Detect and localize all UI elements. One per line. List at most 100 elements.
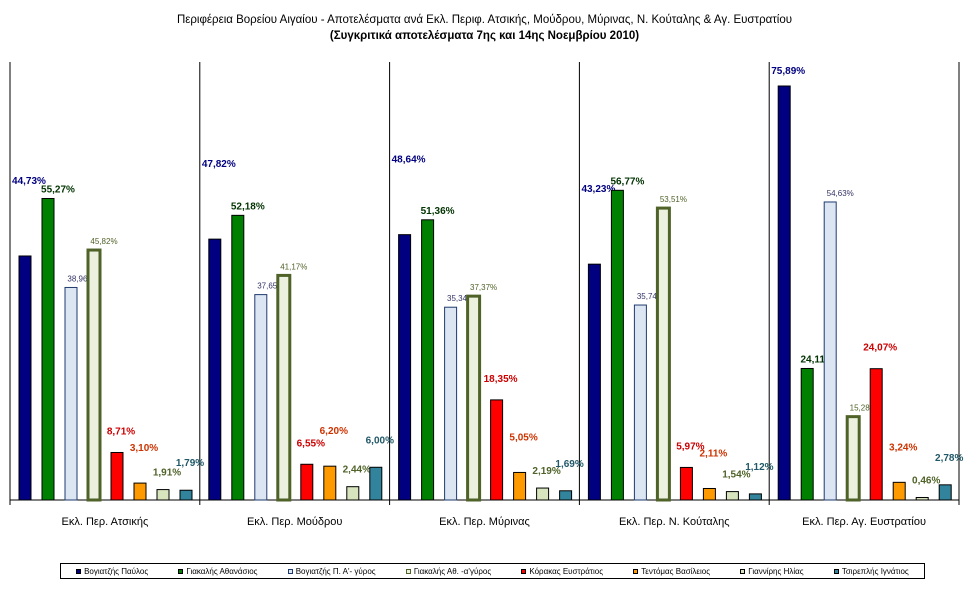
data-label: 1,12% [745,462,773,473]
bar [41,197,55,501]
data-label: 24,07% [863,343,897,354]
data-label: 6,55% [297,438,325,449]
data-label: 1,54% [722,470,750,481]
data-label: 6,00% [366,435,394,446]
data-label: 38,96% [67,274,94,283]
chart-title-line1: Περιφέρεια Βορείου Αιγαίου - Αποτελέσματ… [176,14,793,26]
data-label: 5,05% [509,432,537,443]
bar [231,214,245,501]
legend-item: Γιαννίρης Ηλίας [740,566,804,576]
legend-label: Γιακαλής Αθ. -α'γύρος [413,566,492,576]
legend-item: Τσιρεπλής Ιγνάτιος [833,567,909,576]
bar [725,491,739,501]
bar [179,489,193,501]
bar [208,238,222,501]
bar [254,294,268,501]
data-label: 15,28% [850,404,877,413]
data-label: 1,79% [176,458,204,469]
data-label: 52,18% [231,201,265,212]
data-label: 37,37% [470,283,497,292]
legend-swatch [740,568,746,574]
bar [346,486,360,501]
bar [845,415,861,502]
data-label: 24,11% [801,354,834,365]
legend-label: Τεντόμας Βασίλειος [641,566,711,576]
data-label: 35,74% [637,292,664,301]
data-label: 3,24% [889,442,917,453]
bar [156,489,170,501]
data-label: 2,11% [699,448,727,459]
bar [892,481,906,501]
bar [777,85,791,501]
legend-swatch [833,568,839,574]
bar [300,463,314,501]
legend-label: Γιαννίρης Ηλίας [748,566,804,576]
data-label: 0,46% [912,475,940,486]
category-label: Εκλ. Περ. Ατσικής [62,516,149,528]
bar [938,484,952,501]
legend-swatch [178,568,184,574]
legend-swatch [633,568,639,574]
bar [110,451,124,501]
bar [536,487,550,501]
data-label: 1,69% [555,459,583,470]
bar [64,286,78,501]
bar [633,304,647,501]
bar [398,234,412,501]
data-label: 44,73% [12,176,46,187]
legend-swatch [287,568,293,574]
legend-item: Βογιατζής Παύλος [76,567,148,576]
bar [702,487,716,501]
data-label: 54,63% [827,189,854,198]
data-label: 47,82% [202,159,236,170]
data-label: 8,71% [107,426,135,437]
data-label: 53,51% [660,195,687,204]
data-label: 43,23% [581,184,615,195]
bar [86,248,102,502]
legend-swatch [76,568,82,574]
legend-label: Βογιατζής Παύλος [84,566,149,576]
bar [323,465,337,501]
data-label: 1,91% [153,468,181,479]
legend-item: Κόρακας Ευστράτιος [521,567,603,576]
chart-legend: Βογιατζής Παύλος Γιακαλής Αθανάσιος Βογιατ… [60,563,925,579]
legend-item: Τεντόμας Βασίλειος [633,567,710,576]
chart-title-line2: (Συγκριτικά αποτελέσματα 7ης και 14ης Νο… [329,30,640,42]
data-label: 55,27% [41,184,75,195]
bar [655,206,671,502]
category-label: Εκλ. Περ. Ν. Κούταλης [619,516,730,528]
data-label: 2,19% [532,466,560,477]
bar [466,294,482,502]
bar [800,367,814,501]
data-label: 2,78% [935,453,963,464]
legend-item: Βογιατζής Π. Α'- γύρος [287,566,376,576]
data-label: 37,65% [257,282,284,291]
legend-label: Κόρακας Ευστράτιος [529,566,604,576]
data-label: 5,97% [676,441,704,452]
bar [276,273,292,502]
bar [748,493,762,501]
bar [823,201,837,501]
legend-item: Γιακαλής Αθ. -α'γύρος [405,566,492,576]
bar [421,219,435,501]
bar [587,263,601,501]
category-label: Εκλ. Περ. Μούδρου [247,516,342,528]
data-label: 51,36% [421,206,455,217]
category-label: Εκλ. Περ. Αγ. Ευστρατίου [802,516,926,528]
data-label: 2,44% [343,465,371,476]
data-label: 41,17% [280,262,307,271]
legend-item: Γιακαλής Αθανάσιος [178,567,258,576]
data-label: 6,20% [320,426,348,437]
bar [369,466,383,501]
bar [133,482,147,501]
legend-swatch [521,568,527,574]
bar [679,466,693,501]
data-label: 45,82% [90,237,117,246]
category-label: Εκλ. Περ. Μύρινας [439,516,530,528]
legend-label: Βογιατζής Π. Α'- γύρος [295,566,376,576]
bar [18,255,32,501]
bar [444,306,458,501]
bar [915,496,929,501]
data-label: 18,35% [484,374,518,385]
